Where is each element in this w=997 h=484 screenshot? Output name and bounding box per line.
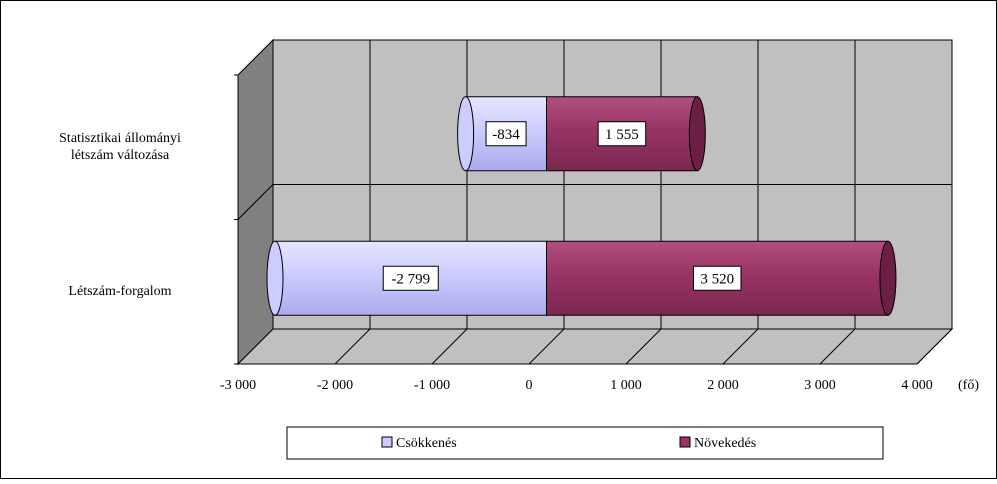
- x-tick-label: 0: [526, 378, 533, 393]
- x-tick-label: -3 000: [220, 378, 256, 393]
- legend-swatch-csokkenes: [381, 436, 393, 448]
- gridline-floor: [819, 328, 856, 365]
- gridline-floor: [431, 328, 468, 365]
- x-tick-label: 1 000: [610, 378, 642, 393]
- floor: [236, 328, 954, 365]
- legend-label-csokkenes: Csökkenés: [396, 436, 457, 451]
- gridline-side: [237, 184, 274, 220]
- legend-swatch-novekedes: [679, 436, 691, 448]
- y-category-label: Statisztikai állományi: [59, 131, 181, 146]
- data-label-box: [485, 121, 527, 147]
- bar-cap-right: [688, 96, 706, 172]
- x-tick-label: 2 000: [707, 378, 739, 393]
- data-label-box: [597, 121, 647, 147]
- gridline-floor: [334, 328, 371, 365]
- data-label: -2 799: [391, 271, 430, 287]
- y-category-label: Létszám-forgalom: [68, 284, 171, 299]
- gridline-floor: [625, 328, 662, 365]
- data-label: -834: [492, 127, 520, 143]
- data-label-box: [692, 265, 742, 291]
- legend-label-novekedes: Növekedés: [694, 436, 756, 451]
- bar-cap-left: [266, 240, 284, 316]
- data-label: 3 520: [700, 271, 734, 287]
- x-axis-unit-label: (fő): [958, 378, 979, 393]
- x-tick-label: -2 000: [317, 378, 353, 393]
- legend: Csökkenés Növekedés: [286, 426, 884, 460]
- x-tick-label: -1 000: [414, 378, 450, 393]
- gridline-floor: [916, 328, 953, 365]
- data-label: 1 555: [605, 127, 639, 143]
- x-tick-label: 3 000: [804, 378, 836, 393]
- bar-cap-left: [457, 96, 475, 172]
- legend-box: [286, 426, 884, 460]
- gridline-floor: [528, 328, 565, 365]
- labels: -3 000 -2 000 -1 000 0 1 000 2 000 3 000 4 000 S…: [59, 121, 933, 393]
- y-category-label: létszám változása: [71, 148, 170, 163]
- data-label-box: [382, 265, 439, 291]
- bar-cap-right: [879, 240, 897, 316]
- x-tick-label: 4 000: [901, 378, 933, 393]
- gridline-floor: [722, 328, 759, 365]
